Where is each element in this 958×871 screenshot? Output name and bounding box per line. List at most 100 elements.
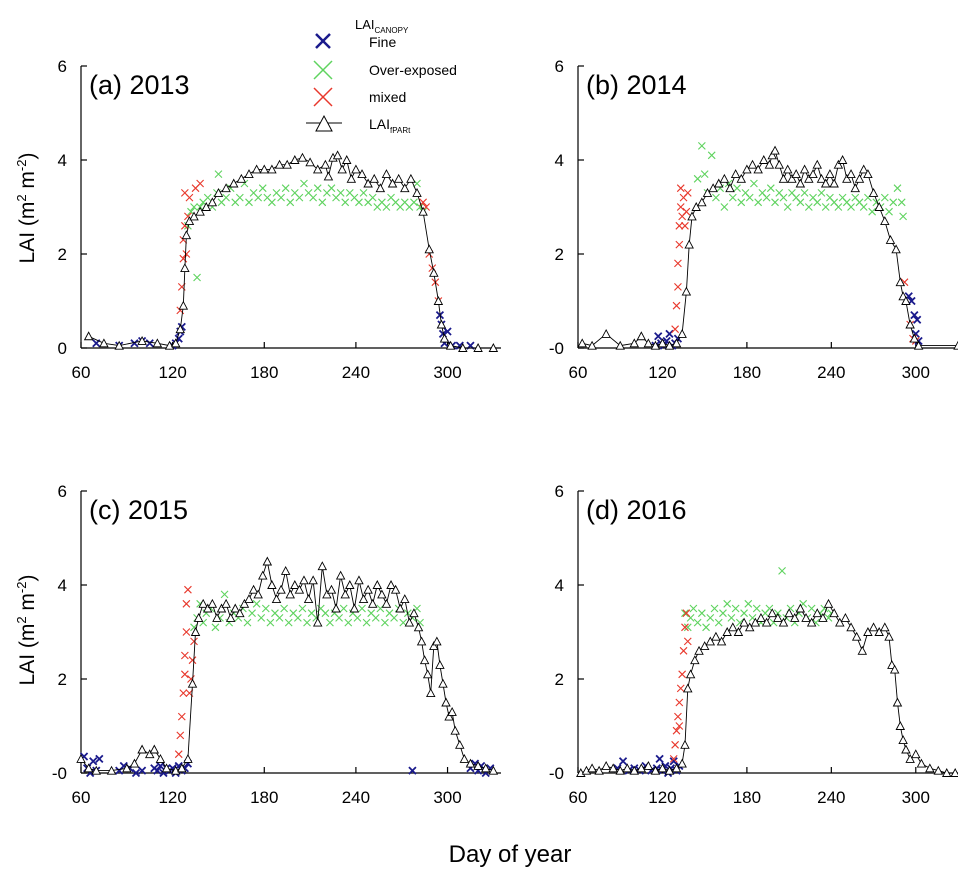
fpar-point	[369, 173, 379, 183]
fpar-point	[416, 636, 427, 646]
mixed-point	[182, 599, 191, 608]
over-point	[779, 193, 788, 202]
fpar-point	[784, 608, 794, 618]
fpar-point	[681, 286, 692, 296]
fpar-point	[680, 739, 690, 749]
fpar-point	[381, 598, 392, 608]
fpar-point	[413, 622, 424, 632]
fpar-point	[840, 612, 851, 622]
fpar-point	[267, 164, 277, 174]
over-point	[868, 207, 877, 216]
fpar-point	[677, 758, 687, 768]
over-point	[714, 618, 723, 627]
mixed-point	[176, 731, 185, 740]
fpar-point	[753, 164, 763, 174]
fpar-point	[257, 570, 268, 580]
x-tick-label: 120	[648, 363, 676, 382]
fpar-point	[905, 319, 915, 329]
over-point	[731, 604, 740, 613]
fpar-point	[308, 575, 318, 585]
fpar-point	[409, 608, 419, 618]
over-point	[318, 198, 327, 207]
fpar-point	[725, 183, 735, 193]
fpar-point	[594, 765, 604, 775]
over-point	[800, 189, 809, 197]
fpar-point	[340, 589, 350, 599]
fpar-point	[677, 328, 687, 338]
over-point	[723, 599, 732, 608]
fpar-point	[395, 603, 405, 613]
mixed-point	[196, 179, 205, 188]
y-tick-label: 6	[555, 57, 564, 76]
over-point	[834, 203, 843, 211]
fpar-point	[799, 164, 810, 174]
fpar-point	[615, 765, 625, 775]
fpar-point	[195, 206, 205, 216]
y-tick-label: 6	[58, 482, 67, 501]
fpar-point	[774, 159, 785, 169]
fpar-point	[114, 340, 124, 350]
x-tick-label: 60	[569, 788, 588, 807]
fpar-point	[285, 589, 295, 599]
fpar-point	[282, 159, 292, 169]
fpar-point	[728, 622, 738, 632]
fpar-point	[144, 749, 155, 759]
fpar-point	[884, 631, 894, 641]
fpar-point	[891, 244, 901, 254]
fpar-point	[212, 612, 222, 622]
fine-point	[156, 761, 165, 771]
fpar-point	[767, 608, 777, 618]
y-tick-label: 4	[555, 151, 564, 170]
over-point	[335, 614, 343, 622]
fpar-point	[439, 333, 450, 343]
x-tick-label: 300	[902, 363, 930, 382]
fpar-point	[320, 159, 331, 169]
mixed-point	[675, 240, 684, 249]
over-point	[681, 609, 689, 618]
fpar-point	[730, 169, 741, 179]
y-tick-label: 6	[58, 57, 67, 76]
over-point	[368, 193, 377, 202]
fpar-point	[699, 641, 710, 651]
fpar-point	[846, 169, 856, 179]
fpar-point	[323, 171, 334, 181]
mixed-point	[174, 750, 183, 759]
panel-3: -0 2 4 6 60 120 180 240 300 (c) 2015	[52, 482, 501, 807]
fpar-point	[782, 164, 793, 174]
y-axis-label-top: LAI (m2 m-2)	[14, 153, 39, 264]
fpar-point	[367, 598, 378, 608]
fpar-point	[615, 340, 625, 350]
series-over	[693, 142, 907, 221]
fpar-point	[892, 697, 903, 707]
fpar-point	[711, 631, 721, 641]
fpar-point	[429, 641, 439, 651]
fpar-point	[305, 157, 315, 167]
fpar-point	[770, 145, 780, 155]
panel-label: (c) 2015	[89, 495, 188, 525]
fpar-point	[804, 173, 814, 183]
fpar-point	[787, 173, 797, 183]
fpar-point	[187, 678, 198, 688]
fpar-point	[317, 561, 328, 571]
over-point	[700, 170, 709, 178]
fpar-point	[716, 636, 727, 646]
over-point	[284, 618, 293, 627]
x-tick-label: 240	[817, 788, 845, 807]
x-tick-label: 60	[72, 788, 91, 807]
y-tick-label: -0	[52, 764, 67, 783]
over-point	[710, 604, 719, 613]
x-tick-label: 60	[72, 363, 91, 382]
fpar-point	[657, 763, 668, 773]
over-point	[783, 203, 792, 211]
fpar-point	[587, 763, 597, 773]
fpar-point	[76, 753, 86, 763]
fpar-point	[458, 343, 468, 352]
over-point	[295, 193, 304, 202]
panel-label: (d) 2016	[586, 495, 687, 525]
fpar-point	[480, 763, 491, 773]
mixed-point	[188, 656, 197, 665]
fpar-point	[650, 340, 661, 350]
over-point	[410, 198, 418, 207]
series-over	[184, 170, 427, 282]
fpar-point	[739, 617, 749, 627]
